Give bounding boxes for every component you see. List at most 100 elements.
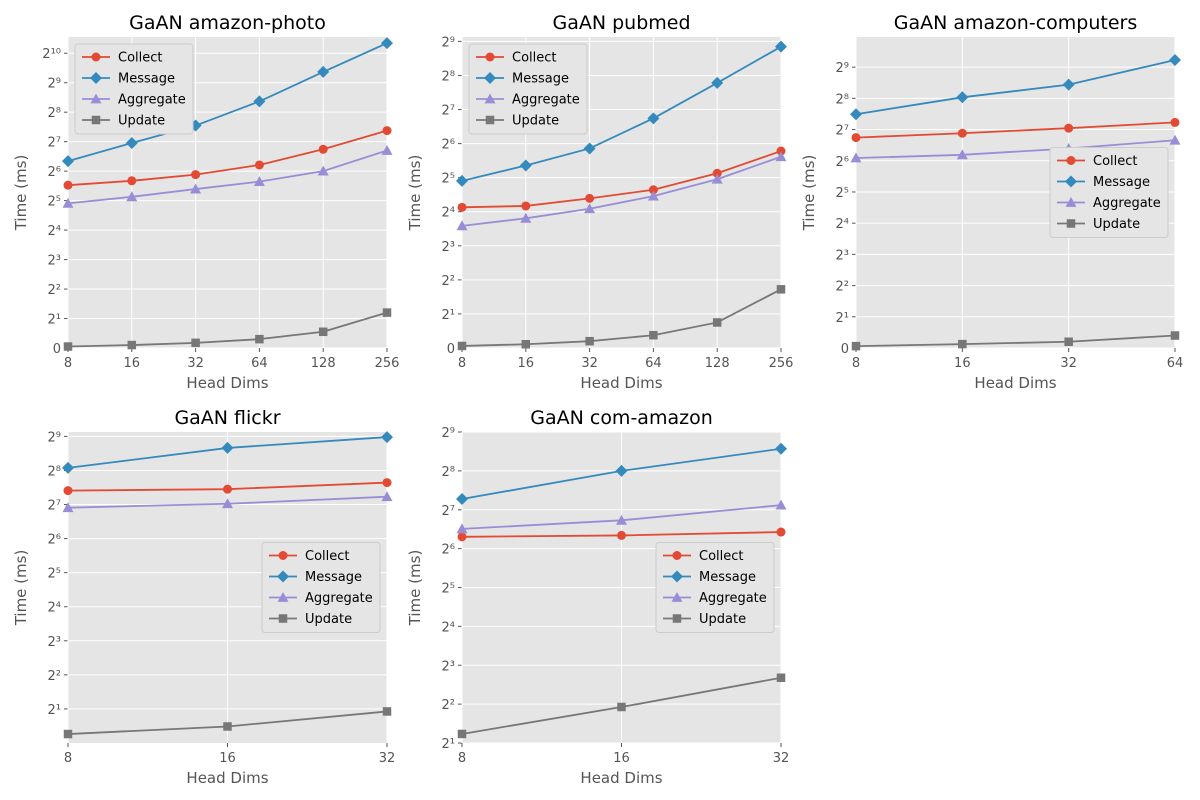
- data-point: [127, 176, 137, 186]
- data-point: [381, 431, 393, 444]
- series-line: [855, 121, 1176, 139]
- y-tick-label: 2¹: [442, 737, 455, 752]
- data-point: [222, 498, 233, 509]
- data-point: [1170, 331, 1180, 340]
- legend-item: Update: [82, 114, 165, 129]
- data-point: [850, 152, 862, 163]
- x-tick-label: 128: [705, 356, 730, 371]
- y-tick-label: 2⁸: [48, 106, 61, 121]
- y-tick-label: 2⁴: [442, 206, 455, 221]
- legend-marker: [91, 52, 101, 62]
- y-tick-label: 2⁸: [836, 92, 849, 107]
- data-point: [254, 160, 264, 170]
- legend-frame: [468, 43, 588, 135]
- x-axis-label: Head Dims: [186, 769, 268, 787]
- series-line: [67, 149, 388, 205]
- y-tick-label: 0: [841, 342, 849, 357]
- data-point: [126, 191, 138, 202]
- data-point: [1062, 78, 1075, 91]
- legend-label: Aggregate: [118, 93, 186, 108]
- data-point: [776, 285, 786, 294]
- legend-label: Collect: [1093, 154, 1138, 169]
- y-tick-label: 2⁷: [442, 504, 455, 519]
- y-tick-label: 2⁴: [836, 217, 849, 232]
- x-tick-label: 8: [458, 356, 466, 371]
- x-tick-label: 16: [613, 751, 630, 766]
- x-tick-label: 8: [458, 751, 466, 766]
- data-point: [223, 722, 232, 731]
- series-aggregate: [62, 491, 393, 513]
- series-line: [461, 288, 782, 347]
- chart-panel: 0 2¹ 2² 2³ 2⁴ 2⁵ 2⁶ 2⁷ 2⁸ 2⁹ 8 16 32 64 128 256 GaAN pub…: [406, 12, 793, 392]
- data-point: [775, 151, 787, 162]
- legend-item: Aggregate: [1057, 196, 1161, 211]
- legend-marker: [484, 72, 496, 84]
- series-message: [62, 431, 393, 474]
- data-point: [775, 499, 787, 510]
- y-tick-label: 2¹: [442, 308, 455, 323]
- y-tick-label: 2⁵: [442, 172, 455, 187]
- legend-label: Update: [305, 612, 352, 627]
- x-tick-label: 64: [251, 356, 268, 371]
- data-point: [318, 327, 328, 337]
- legend-label: Message: [512, 72, 569, 87]
- y-tick-label: 2¹⁰: [42, 47, 61, 62]
- legend-item: Aggregate: [663, 591, 767, 606]
- x-tick-label: 32: [581, 356, 598, 371]
- chart-title: GaAN amazon-computers: [894, 12, 1137, 34]
- legend-frame: [655, 542, 775, 633]
- y-tick-label: 2³: [48, 635, 61, 650]
- y-tick-label: 2⁷: [48, 499, 61, 514]
- data-point: [616, 514, 627, 525]
- data-point: [711, 76, 724, 89]
- y-tick-label: 2¹: [836, 311, 849, 326]
- data-point: [956, 149, 968, 160]
- series-line: [67, 42, 388, 162]
- legend-item: Message: [476, 72, 569, 87]
- y-tick-label: 2⁶: [48, 533, 61, 548]
- x-tick-label: 64: [645, 356, 662, 371]
- data-point: [253, 95, 266, 108]
- data-point: [775, 442, 787, 455]
- data-point: [456, 174, 468, 187]
- series-line: [461, 45, 782, 182]
- legend-label: Aggregate: [1093, 196, 1161, 211]
- legend: Collect Message Aggregate Update: [261, 542, 381, 633]
- data-point: [585, 193, 595, 203]
- y-tick-label: 2¹: [48, 703, 61, 718]
- legend-label: Collect: [512, 51, 557, 66]
- legend: Collect Message Aggregate Update: [468, 43, 588, 135]
- x-tick-label: 64: [1167, 356, 1184, 371]
- x-tick-label: 16: [124, 356, 141, 371]
- data-point: [617, 530, 626, 540]
- chart-panel: 2¹ 2² 2³ 2⁴ 2⁵ 2⁶ 2⁷ 2⁸ 2⁹ 8 16 32 GaAN flickr Head D…: [12, 407, 395, 787]
- data-point: [381, 144, 393, 155]
- series-line: [855, 334, 1176, 348]
- y-tick-label: 2³: [442, 659, 455, 674]
- legend-item: Collect: [1057, 154, 1138, 169]
- chart-title: GaAN com-amazon: [530, 407, 713, 429]
- data-point: [253, 176, 265, 187]
- data-point: [712, 168, 722, 178]
- legend-marker: [277, 570, 289, 583]
- data-point: [712, 318, 722, 327]
- data-point: [457, 729, 467, 739]
- chart-panel: 2¹ 2² 2³ 2⁴ 2⁵ 2⁶ 2⁷ 2⁸ 2⁹ 8 16 32 GaAN com-amazon He…: [406, 407, 789, 787]
- data-point: [711, 173, 723, 184]
- chart-title: GaAN flickr: [174, 407, 280, 429]
- data-point: [255, 334, 264, 344]
- chart-title: GaAN amazon-photo: [129, 12, 326, 34]
- data-point: [776, 146, 786, 156]
- legend-label: Aggregate: [512, 93, 580, 108]
- x-tick-label: 16: [219, 751, 236, 766]
- legend-label: Message: [699, 570, 756, 585]
- series-update: [457, 285, 786, 351]
- data-point: [382, 308, 392, 317]
- data-point: [956, 91, 969, 104]
- x-tick-label: 32: [187, 356, 204, 371]
- legend-item: Update: [1057, 217, 1140, 232]
- data-point: [583, 142, 596, 155]
- legend: Collect Message Aggregate Update: [74, 43, 194, 135]
- legend-marker: [484, 93, 496, 104]
- data-point: [1064, 123, 1074, 133]
